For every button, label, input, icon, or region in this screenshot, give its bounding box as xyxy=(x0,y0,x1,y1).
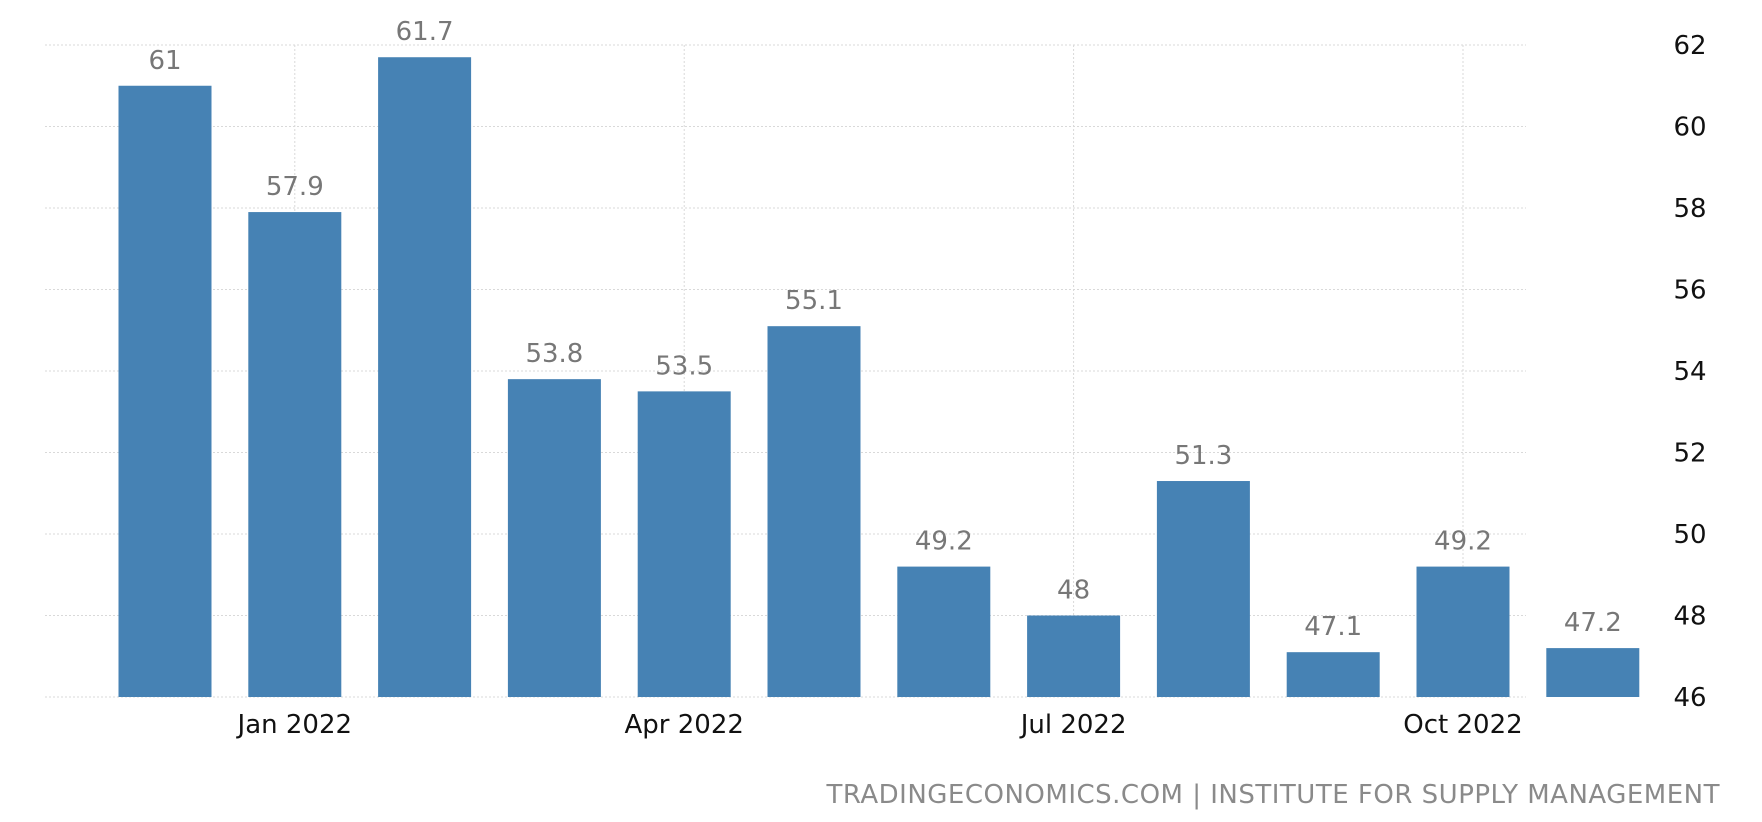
y-tick-label: 54 xyxy=(1673,357,1706,387)
bar xyxy=(897,566,991,697)
bar xyxy=(1546,648,1640,697)
x-tick-label: Jul 2022 xyxy=(1019,710,1127,740)
data-label: 47.2 xyxy=(1564,608,1622,638)
bar xyxy=(378,57,472,698)
y-tick-label: 50 xyxy=(1673,520,1706,550)
data-label: 55.1 xyxy=(785,286,843,316)
data-label: 61.7 xyxy=(396,17,454,47)
y-tick-label: 52 xyxy=(1673,439,1706,469)
y-tick-label: 46 xyxy=(1673,683,1706,713)
data-label: 51.3 xyxy=(1174,441,1232,471)
bar xyxy=(1156,481,1250,697)
bar xyxy=(1027,615,1121,697)
bar xyxy=(248,212,342,697)
data-label: 48 xyxy=(1057,576,1090,606)
y-tick-label: 62 xyxy=(1673,31,1706,61)
bar xyxy=(1286,652,1380,697)
data-label: 49.2 xyxy=(915,527,973,557)
data-label: 53.5 xyxy=(655,351,713,381)
y-tick-label: 48 xyxy=(1673,602,1706,632)
data-label: 47.1 xyxy=(1304,612,1362,642)
y-tick-label: 58 xyxy=(1673,194,1706,224)
x-axis-tick-labels: Jan 2022 Apr 2022 Jul 2022 Oct 2022 xyxy=(236,710,1523,740)
data-label: 61 xyxy=(148,46,181,76)
data-label: 53.8 xyxy=(525,339,583,369)
bar xyxy=(637,391,731,697)
y-tick-label: 56 xyxy=(1673,276,1706,306)
data-label: 49.2 xyxy=(1434,527,1492,557)
y-tick-label: 60 xyxy=(1673,113,1706,143)
x-tick-label: Jan 2022 xyxy=(236,710,353,740)
data-label: 57.9 xyxy=(266,172,324,202)
y-axis-tick-labels: 46 48 50 52 54 56 58 60 62 xyxy=(1673,31,1706,713)
bars xyxy=(118,57,1640,698)
source-attribution: TRADINGECONOMICS.COM | INSTITUTE FOR SUP… xyxy=(826,780,1720,810)
bar xyxy=(507,379,601,697)
data-labels: 61 57.9 61.7 53.8 53.5 55.1 49.2 48 51.3 47.1 49.2… xyxy=(148,17,1621,642)
x-tick-label: Oct 2022 xyxy=(1403,710,1522,740)
x-tick-label: Apr 2022 xyxy=(624,710,743,740)
bar xyxy=(118,85,212,697)
bar xyxy=(1416,566,1510,697)
bar xyxy=(767,326,861,697)
